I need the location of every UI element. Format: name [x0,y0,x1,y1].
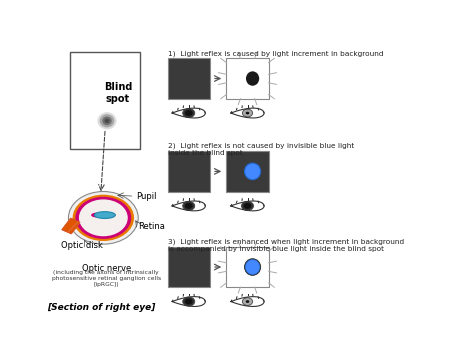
Ellipse shape [245,259,260,275]
Bar [168,247,210,287]
Ellipse shape [242,109,253,117]
Text: Optic disk: Optic disk [61,240,103,249]
Ellipse shape [185,298,192,305]
Text: Pupil: Pupil [136,192,156,201]
Ellipse shape [182,108,195,118]
Bar [227,247,269,287]
Bar [168,58,210,99]
Ellipse shape [104,118,109,123]
Text: 2)  Light reflex is not caused by invisible blue light
inside the blind spot: 2) Light reflex is not caused by invisib… [168,143,354,157]
Ellipse shape [241,201,254,211]
Text: [Section of right eye]: [Section of right eye] [47,303,155,312]
Ellipse shape [94,212,115,219]
Bar [62,218,80,234]
Ellipse shape [91,213,101,217]
Ellipse shape [185,110,192,116]
Ellipse shape [102,117,112,125]
Ellipse shape [182,297,195,306]
Text: Blind
spot: Blind spot [104,82,132,104]
Bar [70,51,140,149]
Bar [227,58,269,99]
Ellipse shape [100,114,114,127]
Ellipse shape [73,195,134,241]
Ellipse shape [246,71,259,86]
Text: 3)  Light reflex is enhanced when light increment in background
is accompanied b: 3) Light reflex is enhanced when light i… [168,239,404,252]
Ellipse shape [242,298,253,305]
Ellipse shape [182,201,195,211]
Text: 1)  Light reflex is caused by light increment in background: 1) Light reflex is caused by light incre… [168,50,383,57]
Ellipse shape [245,163,261,180]
Bar [227,151,269,192]
Ellipse shape [98,112,117,130]
Bar [168,151,210,192]
Ellipse shape [185,203,192,209]
Ellipse shape [68,192,138,244]
Ellipse shape [105,213,116,217]
Ellipse shape [106,120,108,122]
Text: Retina: Retina [138,222,165,231]
Text: (including the axons of intrinsically
photosensitive retinal ganglion cells
[ipR: (including the axons of intrinsically ph… [52,270,161,287]
Ellipse shape [244,203,251,209]
Ellipse shape [79,199,128,236]
Bar [62,218,80,234]
Ellipse shape [246,112,249,114]
Ellipse shape [75,197,131,239]
Text: Optic nerve: Optic nerve [82,264,131,273]
Ellipse shape [246,300,249,303]
